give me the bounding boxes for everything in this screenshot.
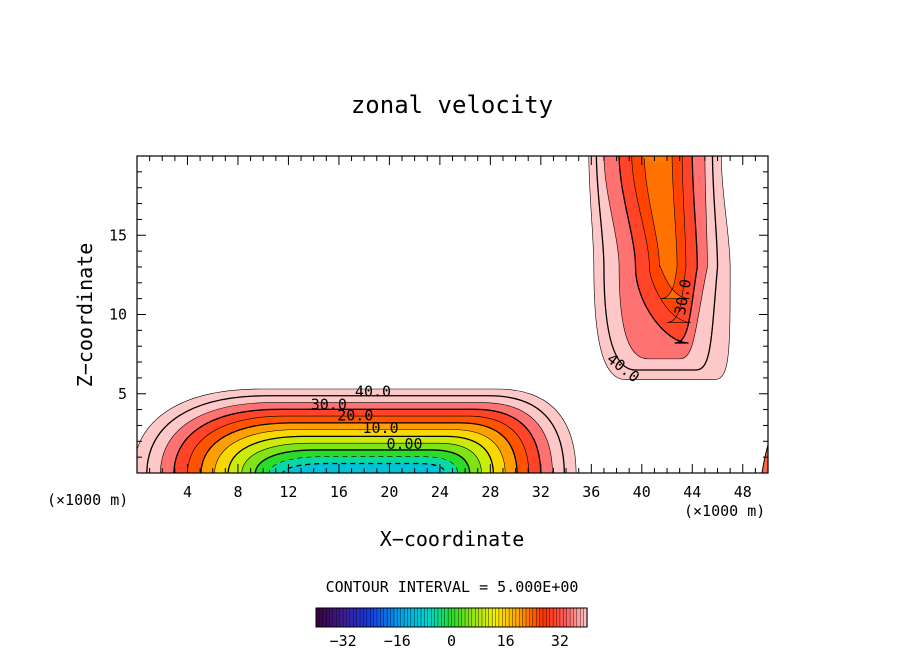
chart-title: zonal velocity — [351, 91, 553, 119]
x-axis-label: X−coordinate — [380, 527, 525, 551]
contour-interval: CONTOUR INTERVAL = 5.000E+00 — [326, 578, 579, 596]
x-tick-label: 44 — [683, 483, 701, 501]
x-tick-label: 4 — [183, 483, 192, 501]
y-tick-label: 5 — [118, 385, 127, 403]
x-unit-right: (×1000 m) — [684, 502, 765, 520]
x-tick-label: 16 — [330, 483, 348, 501]
contour-label: 10.0 — [363, 419, 399, 437]
x-tick-label: 8 — [233, 483, 242, 501]
colorbar-tick-label: 0 — [447, 632, 456, 650]
contour-band — [644, 156, 690, 299]
x-tick-label: 40 — [633, 483, 651, 501]
colorbar-labels: −32 −16 0 16 32 — [330, 632, 569, 650]
y-tick-label: 10 — [109, 306, 127, 324]
contour-label: 20.0 — [337, 406, 373, 424]
contour-label: 40.0 — [355, 383, 391, 401]
x-tick-label: 24 — [431, 483, 449, 501]
colorbar-tick-label: −32 — [330, 632, 357, 650]
x-unit-left: (×1000 m) — [47, 491, 128, 509]
x-tick-label: 48 — [734, 483, 752, 501]
x-tick-label: 28 — [481, 483, 499, 501]
y-axis-label: Z−coordinate — [73, 243, 97, 388]
contour-label: 30.0 — [311, 395, 347, 413]
colorbar-frame — [315, 607, 588, 628]
upper-jet-contours — [588, 156, 731, 380]
x-axis-ticks: 4 8 12 16 20 24 28 32 36 40 44 48 — [149, 156, 756, 501]
upper-jet-core — [641, 156, 671, 162]
contour-label: 30.0 — [671, 278, 695, 317]
colorbar — [315, 607, 588, 628]
x-tick-label: 32 — [532, 483, 550, 501]
right-edge-patch — [761, 444, 768, 473]
y-tick-label: 15 — [109, 226, 127, 244]
x-tick-label: 12 — [279, 483, 297, 501]
colorbar-tick-label: 16 — [497, 632, 515, 650]
colorbar-tick-label: 32 — [551, 632, 569, 650]
x-tick-label: 20 — [380, 483, 398, 501]
contour-label: 0.00 — [386, 435, 422, 453]
colorbar-tick-label: −16 — [384, 632, 411, 650]
y-axis-ticks: 5 10 15 — [109, 171, 768, 458]
lower-jet-contours — [137, 388, 577, 473]
x-tick-label: 36 — [582, 483, 600, 501]
